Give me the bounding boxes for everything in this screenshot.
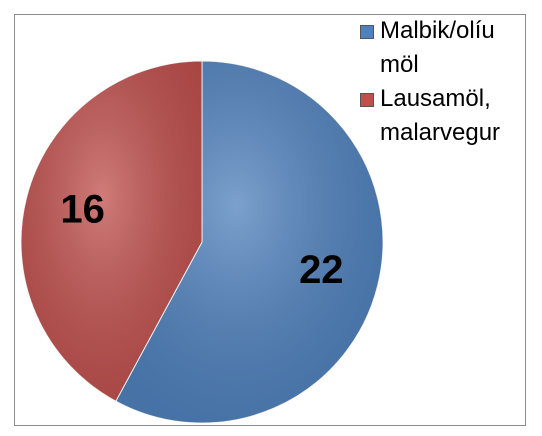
data-label: 16 [60,187,105,231]
chart-frame [14,14,526,426]
data-label: 22 [299,248,344,292]
slice-shade [20,61,202,402]
legend-item: Lausamöl, malarvegur [360,82,530,150]
legend-label: Lausamöl, malarvegur [380,85,501,146]
legend-item: Malbik/olíu möl [360,14,530,82]
legend-swatch [360,93,374,107]
legend: Malbik/olíu möl Lausamöl, malarvegur [360,14,530,150]
legend-swatch [360,25,374,39]
slice-shade [115,61,383,423]
legend-label: Malbik/olíu möl [380,17,495,78]
